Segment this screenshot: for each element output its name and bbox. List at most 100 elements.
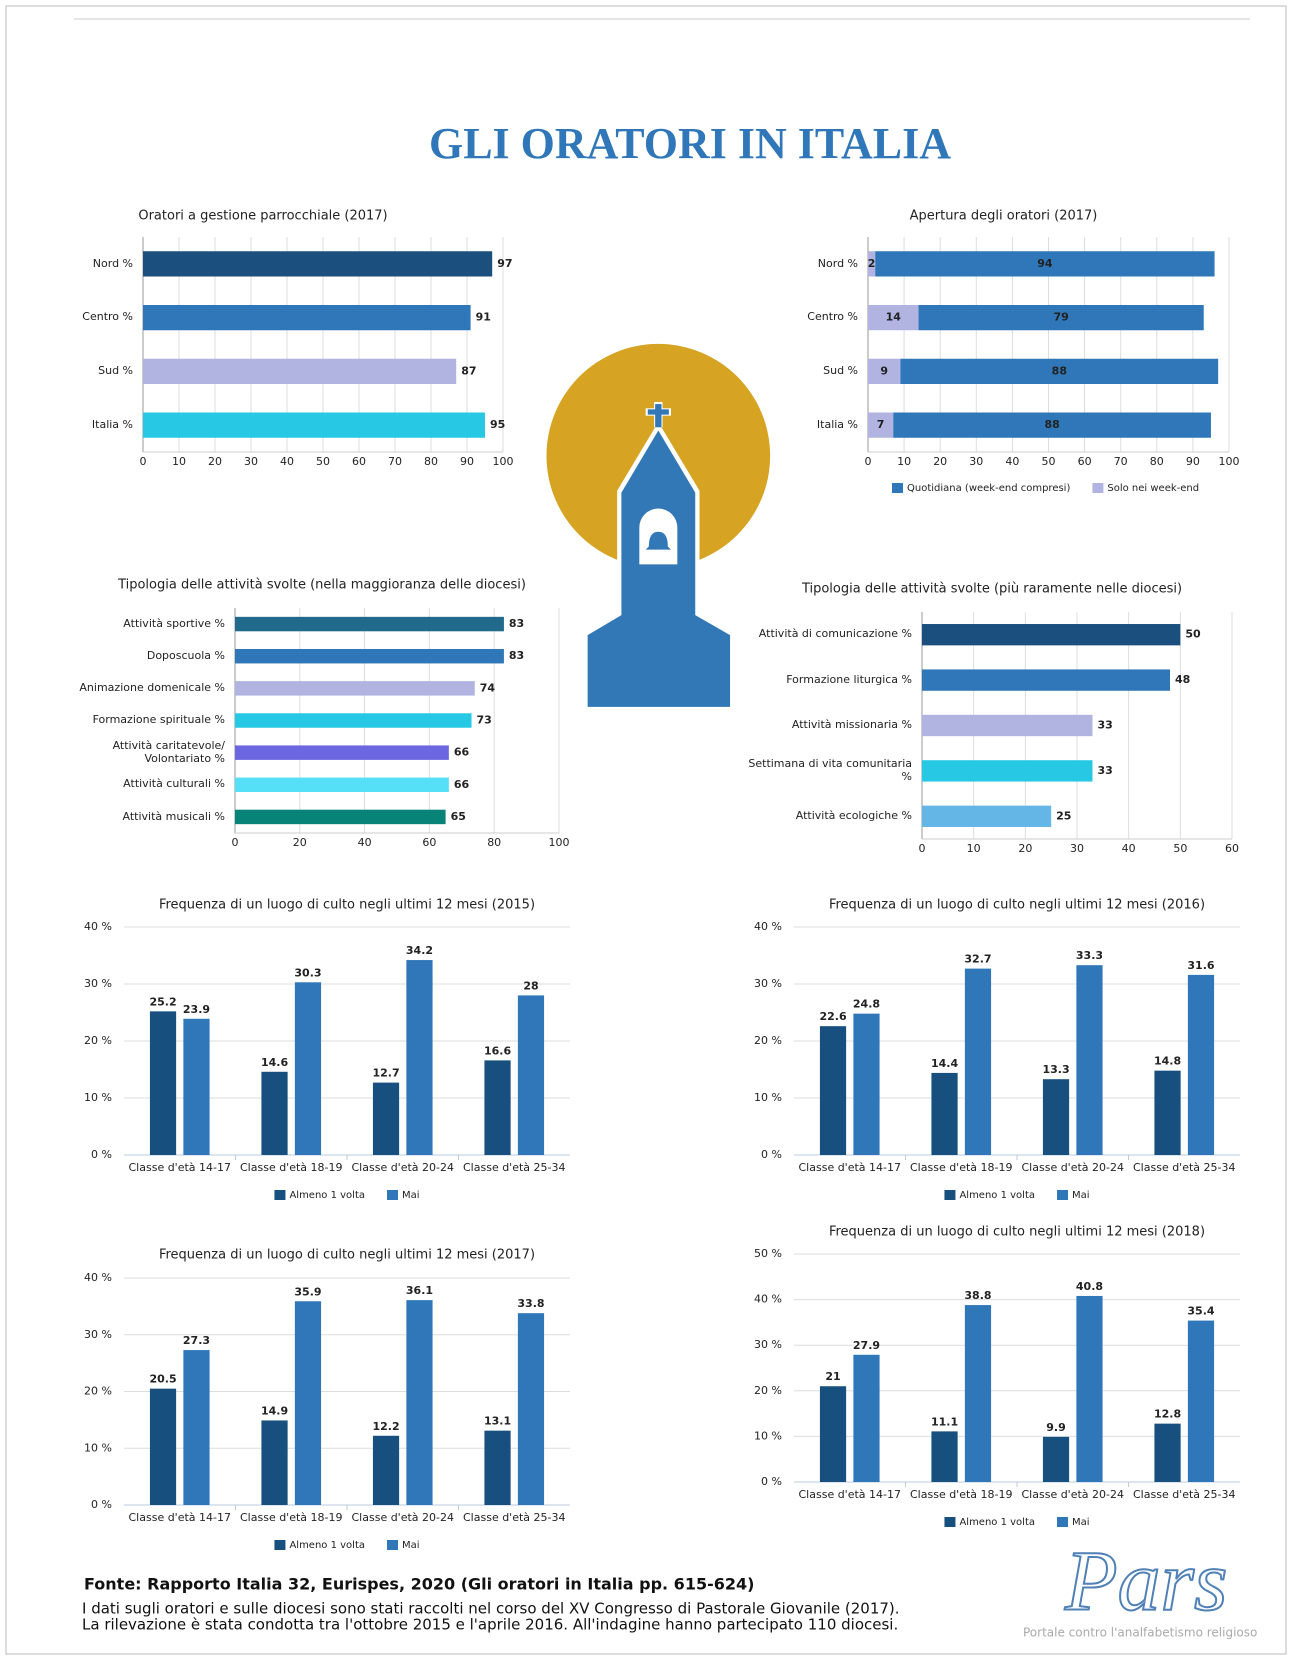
value-label: 83 — [509, 649, 524, 662]
x-tick-label: 50 — [1042, 455, 1056, 468]
x-tick-label: 30 — [969, 455, 983, 468]
source: Fonte: Rapporto Italia 32, Eurispes, 202… — [84, 1575, 754, 1594]
value-label: 2 — [868, 257, 876, 270]
value-label: 16.6 — [484, 1044, 511, 1057]
chart-title: Frequenza di un luogo di culto negli ult… — [829, 898, 1205, 913]
bar — [922, 806, 1051, 827]
y-tick-label: 10 % — [84, 1441, 112, 1454]
value-label: 34.2 — [406, 944, 433, 957]
x-tick-label: 30 — [244, 455, 258, 468]
value-label: 88 — [1044, 418, 1059, 431]
bar — [965, 1305, 991, 1482]
bar — [406, 1300, 432, 1505]
x-tick-label: 90 — [460, 455, 474, 468]
y-tick-label: 30 % — [84, 977, 112, 990]
value-label: 35.9 — [294, 1285, 321, 1298]
value-label: 36.1 — [406, 1284, 433, 1297]
value-label: 22.6 — [819, 1010, 846, 1023]
value-label: 30.3 — [294, 966, 321, 979]
x-tick-label: 100 — [1219, 455, 1240, 468]
y-tick-label: 0 % — [91, 1148, 112, 1161]
y-tick-label-box: Attività musicali % — [75, 797, 225, 837]
x-tick-label: Classe d'età 18-19 — [240, 1511, 343, 1524]
value-label: 9 — [880, 364, 888, 377]
y-tick-label: Nord % — [13, 244, 133, 284]
value-label: 66 — [454, 746, 470, 759]
y-tick-label-box: Attività ecologiche % — [742, 796, 912, 836]
value-label: 25 — [1056, 809, 1071, 822]
chart-title: Apertura degli oratori (2017) — [910, 209, 1098, 224]
chart-title: Frequenza di un luogo di culto negli ult… — [159, 1248, 535, 1263]
value-label: 35.4 — [1187, 1305, 1214, 1318]
legend-swatch — [944, 1517, 955, 1527]
x-tick-label: 40 — [1122, 842, 1136, 855]
bar — [295, 982, 321, 1155]
value-label: 21 — [825, 1370, 840, 1383]
legend-label: Solo nei week-end — [1107, 483, 1199, 494]
value-label: 14 — [886, 311, 902, 324]
y-tick-label: 30 % — [754, 1338, 782, 1351]
y-tick-label: 40 % — [754, 1293, 782, 1306]
y-tick-label: Attività di comunicazione % — [742, 615, 912, 655]
bar — [143, 251, 492, 276]
x-tick-label: 80 — [1150, 455, 1164, 468]
y-tick-label: 0 % — [761, 1148, 782, 1161]
legend-label: Mai — [1072, 1190, 1090, 1201]
y-tick-label: Centro % — [13, 298, 133, 338]
x-tick-label: Classe d'età 14-17 — [129, 1161, 232, 1174]
bar — [1188, 975, 1214, 1155]
y-tick-label: 40 % — [84, 920, 112, 933]
x-tick-label: 40 — [280, 455, 294, 468]
x-tick-label: 20 — [1018, 842, 1032, 855]
value-label: 33.3 — [1076, 949, 1103, 962]
x-tick-label: 80 — [424, 455, 438, 468]
x-tick-label: 10 — [967, 842, 981, 855]
bar — [373, 1436, 399, 1505]
church-illustration — [546, 344, 770, 710]
y-tick-label: 20 % — [84, 1385, 112, 1398]
value-label: 7 — [877, 418, 885, 431]
x-tick-label: Classe d'età 18-19 — [240, 1161, 343, 1174]
value-label: 14.6 — [261, 1056, 288, 1069]
value-label: 65 — [451, 810, 466, 823]
bar — [820, 1026, 846, 1155]
value-label: 38.8 — [964, 1289, 991, 1302]
value-label: 73 — [477, 714, 492, 727]
y-tick-label-box: Italia % — [768, 405, 858, 445]
legend-label: Almeno 1 volta — [959, 1190, 1035, 1201]
legend-label: Almeno 1 volta — [959, 1517, 1035, 1528]
y-tick-label-box: Italia % — [13, 405, 133, 445]
x-tick-label: 0 — [919, 842, 926, 855]
y-tick-label: 50 % — [754, 1247, 782, 1260]
bar — [235, 617, 504, 631]
y-tick-label-box: Sud % — [768, 351, 858, 391]
chart-title: Frequenza di un luogo di culto negli ult… — [159, 898, 535, 913]
bar — [235, 649, 504, 663]
value-label: 24.8 — [853, 998, 880, 1011]
x-tick-label: 50 — [1173, 842, 1187, 855]
bar — [922, 669, 1170, 690]
value-label: 12.8 — [1154, 1408, 1181, 1421]
value-label: 13.1 — [484, 1415, 511, 1428]
legend-swatch — [1057, 1190, 1068, 1200]
value-label: 97 — [497, 257, 512, 270]
legend-label: Almeno 1 volta — [289, 1190, 365, 1201]
chart-title: Oratori a gestione parrocchiale (2017) — [138, 209, 387, 224]
bar — [295, 1301, 321, 1505]
bar — [143, 412, 485, 437]
value-label: 88 — [1052, 364, 1067, 377]
x-tick-label: 60 — [1078, 455, 1092, 468]
x-tick-label: 60 — [422, 836, 436, 849]
legend: Almeno 1 voltaMai — [274, 1190, 419, 1201]
x-tick-label: 20 — [293, 836, 307, 849]
value-label: 95 — [490, 418, 505, 431]
bar — [484, 1060, 510, 1155]
page: GLI ORATORI IN ITALIA Fonte: Rapporto It… — [0, 0, 1292, 1657]
bar — [931, 1431, 957, 1482]
x-tick-label: 60 — [352, 455, 366, 468]
y-tick-label: 10 % — [754, 1091, 782, 1104]
value-label: 48 — [1175, 673, 1190, 686]
y-tick-label: 30 % — [754, 977, 782, 990]
y-tick-label: 0 % — [91, 1498, 112, 1511]
bar — [1043, 1079, 1069, 1155]
